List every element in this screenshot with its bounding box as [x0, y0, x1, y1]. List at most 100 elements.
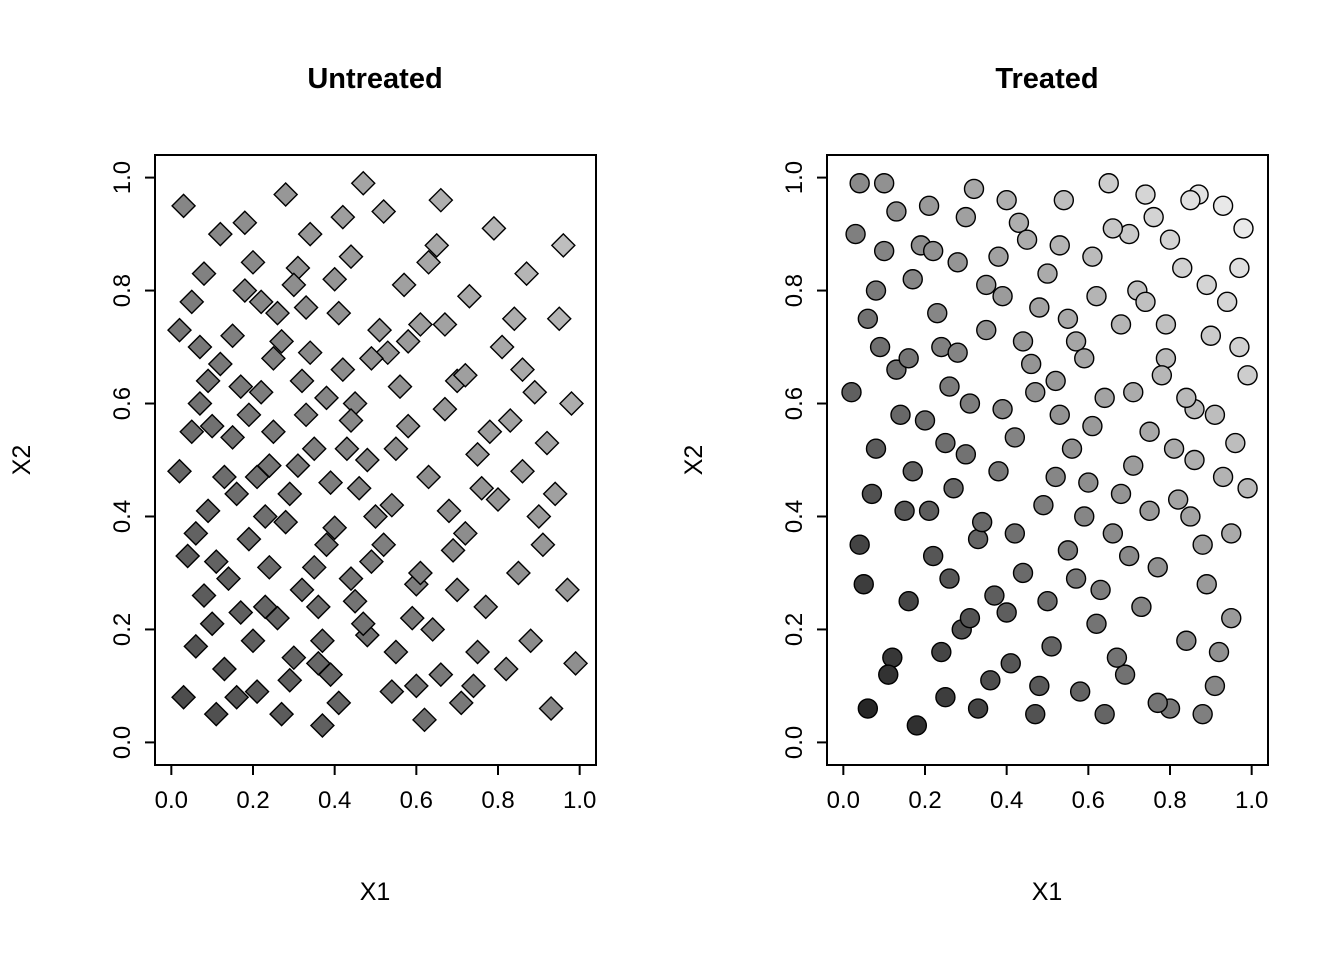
- scatter-point: [992, 398, 1013, 420]
- scatter-point: [220, 323, 246, 349]
- scatter-point: [1123, 455, 1144, 476]
- scatter-point: [1200, 325, 1222, 346]
- scatter-point: [379, 679, 405, 705]
- scatter-point: [857, 698, 879, 719]
- scatter-point: [167, 458, 192, 484]
- scatter-point: [849, 173, 870, 194]
- x-tick-label: 0.6: [1072, 787, 1105, 814]
- scatter-point: [1045, 370, 1066, 392]
- scatter-point: [1204, 675, 1226, 697]
- scatter-point: [391, 272, 417, 298]
- scatter-point: [371, 198, 397, 224]
- scatter-point: [1204, 404, 1226, 426]
- scatter-point: [939, 376, 960, 397]
- scatter-point: [1102, 218, 1124, 239]
- scatter-point: [216, 566, 241, 592]
- x-tick-label: 0.0: [155, 787, 188, 814]
- x-axis: 0.0 0.2 0.4 0.6 0.8 1.0: [827, 765, 1268, 814]
- y-axis-label: X2: [8, 445, 36, 476]
- scatter-point: [326, 300, 352, 326]
- scatter-point: [1082, 415, 1103, 437]
- scatter-point: [452, 520, 478, 546]
- scatter-point: [416, 249, 442, 275]
- scatter-point: [1057, 308, 1079, 329]
- scatter-point: [1123, 382, 1144, 403]
- scatter-point: [383, 639, 409, 665]
- scatter-point: [285, 453, 311, 479]
- scatter-point: [416, 464, 442, 490]
- x-tick-label: 0.8: [481, 787, 514, 814]
- scatter-point: [489, 334, 515, 360]
- scatter-point: [890, 404, 911, 426]
- scatter-point: [1025, 703, 1046, 725]
- scatter-point: [346, 475, 372, 501]
- scatter-point: [399, 605, 425, 631]
- scatter-point: [1229, 257, 1250, 279]
- scatter-point: [1118, 545, 1140, 567]
- scatter-point: [269, 701, 295, 727]
- scatter-point: [403, 673, 429, 699]
- scatter-point: [902, 461, 923, 482]
- y-tick-label: 1.0: [109, 161, 136, 194]
- scatter-point: [358, 549, 384, 575]
- scatter-point: [1196, 274, 1217, 296]
- scatter-point: [865, 438, 887, 459]
- scatter-point: [865, 280, 887, 301]
- x-tick-label: 0.6: [400, 787, 433, 814]
- scatter-point: [869, 336, 891, 358]
- scatter-point: [1208, 641, 1230, 663]
- scatter-point: [395, 413, 421, 439]
- scatter-point: [510, 357, 535, 383]
- y-axis: 0.0 0.2 0.4 0.6 0.8 1.0: [781, 161, 827, 759]
- scatter-point: [293, 295, 319, 320]
- scatter-point: [959, 607, 981, 629]
- scatter-point: [554, 577, 580, 603]
- plot-box: [826, 154, 1269, 766]
- scatter-point: [309, 628, 335, 654]
- scatter-point: [514, 261, 540, 287]
- scatter-point: [1225, 432, 1246, 454]
- scatter-point: [187, 334, 213, 360]
- scatter-point: [1065, 568, 1087, 589]
- scatter-point: [379, 492, 405, 518]
- y-axis: 0.0 0.2 0.4 0.6 0.8 1.0: [109, 161, 155, 759]
- x-axis-label: X1: [1032, 878, 1063, 906]
- scatter-point: [318, 470, 344, 496]
- scatter-point: [971, 511, 993, 533]
- scatter-point: [412, 707, 437, 733]
- y-tick-label: 1.0: [781, 161, 808, 194]
- scatter-point: [882, 647, 903, 668]
- scatter-point: [179, 289, 205, 315]
- scatter-point: [943, 478, 964, 499]
- scatter-point: [1180, 189, 1201, 211]
- x-axis-label: X1: [360, 878, 391, 906]
- scatter-point: [330, 204, 356, 230]
- scatter-point: [1172, 257, 1193, 279]
- scatter-point: [195, 368, 221, 394]
- scatter-point: [501, 306, 527, 332]
- scatter-point: [947, 252, 968, 273]
- scatter-point: [955, 206, 977, 228]
- scatter-point: [1155, 348, 1177, 369]
- scatter-point: [1069, 681, 1091, 702]
- scatter-point: [996, 602, 1017, 623]
- scatter-point: [976, 274, 997, 296]
- scatter-point: [424, 232, 450, 258]
- scatter-point: [342, 391, 368, 417]
- scatter-point: [493, 656, 519, 682]
- scatter-point: [1110, 483, 1132, 505]
- x-tick-label: 1.0: [1235, 787, 1268, 814]
- scatter-point: [224, 481, 250, 507]
- scatter-point: [861, 483, 883, 505]
- scatter-point: [988, 461, 1009, 482]
- scatter-point: [285, 255, 311, 281]
- scatter-point: [914, 410, 936, 431]
- scatter-point: [248, 289, 274, 315]
- scatter-point: [187, 391, 213, 417]
- scatter-point: [338, 407, 364, 433]
- scatter-point: [440, 537, 466, 563]
- scatter-point: [1045, 466, 1066, 488]
- scatter-point: [293, 402, 319, 428]
- scatter-point: [1029, 297, 1050, 318]
